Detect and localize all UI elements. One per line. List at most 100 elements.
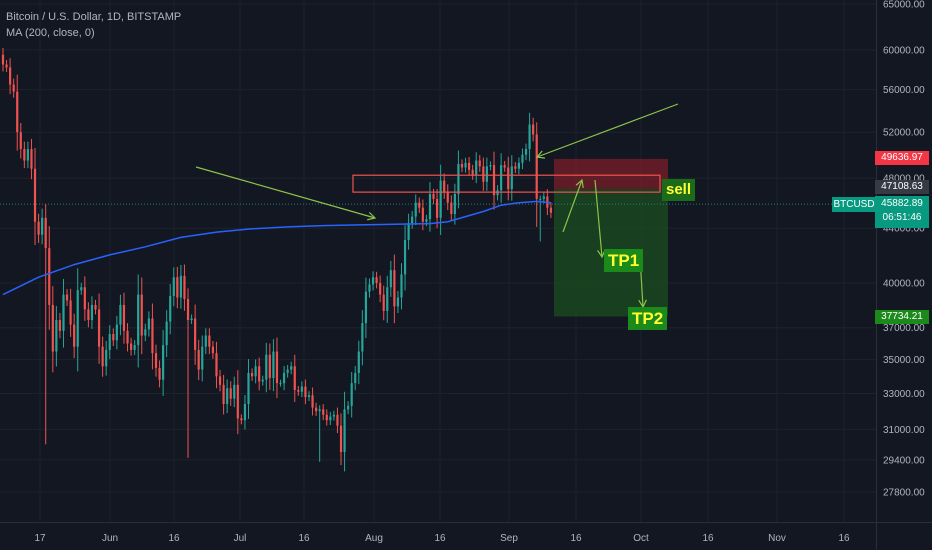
candle (186, 288, 190, 458)
candle-body (275, 351, 279, 384)
candle-body (318, 409, 321, 412)
candle-body (69, 300, 72, 325)
time-axis-label: Jul (234, 533, 247, 544)
candle (500, 153, 503, 203)
candle (151, 303, 154, 370)
candle-body (243, 404, 247, 421)
candle (315, 402, 318, 416)
ma-touch-arrow-head (367, 211, 377, 221)
candle-body (197, 349, 200, 370)
candle (300, 381, 303, 398)
candle-body (76, 290, 79, 347)
candle-body (322, 409, 325, 415)
time-axis-label: Aug (365, 533, 383, 544)
price-axis-label: 56000.00 (883, 85, 925, 96)
candle-body (293, 366, 296, 391)
candle (115, 315, 118, 350)
moving-average-line (2, 200, 551, 296)
candle-body (119, 304, 122, 325)
candle-body (503, 165, 506, 168)
candle-body (129, 343, 133, 350)
candle-body (350, 383, 353, 406)
candle (129, 337, 133, 356)
candle (30, 138, 33, 180)
candle (44, 204, 47, 445)
candle (293, 354, 296, 403)
candle (172, 267, 175, 307)
candle-body (467, 162, 471, 170)
candle-body (307, 395, 311, 397)
candle (55, 306, 58, 367)
candle-body (208, 335, 211, 347)
candle (318, 405, 321, 462)
candle-body (108, 333, 111, 350)
price-axis-label: 33000.00 (883, 389, 925, 400)
ticker-badge[interactable]: BTCUSD (832, 197, 876, 212)
candle (33, 147, 37, 246)
candle (243, 395, 247, 430)
candle (411, 210, 414, 229)
candle-body (215, 353, 218, 377)
candle (247, 359, 250, 419)
candle (137, 274, 140, 368)
candle-body (414, 202, 417, 217)
top-reversal-arrow-shaft (536, 103, 679, 158)
indicator-label[interactable]: MA (200, close, 0) (6, 27, 95, 39)
candle-body (172, 277, 175, 297)
candle (478, 155, 481, 172)
candle (97, 293, 101, 364)
candle-body (5, 64, 8, 68)
candle-body (339, 425, 343, 453)
candle-body (105, 349, 108, 367)
candle-body (411, 216, 414, 223)
candle (510, 155, 513, 201)
candle-body (41, 217, 44, 235)
candle (105, 340, 108, 376)
candle-body (101, 346, 104, 367)
candle (279, 379, 282, 387)
candle-body (435, 198, 439, 218)
candle (51, 286, 54, 373)
candle (169, 283, 172, 335)
candle-body (396, 297, 400, 307)
retest-arrow-head (575, 178, 584, 189)
time-axis-label: 16 (838, 533, 850, 544)
candle-body (375, 277, 378, 283)
candle (19, 123, 22, 159)
candle-body (361, 323, 364, 352)
candle (41, 208, 44, 245)
candle (65, 289, 69, 306)
symbol-title[interactable]: Bitcoin / U.S. Dollar, 1D, BITSTAMP (6, 11, 182, 23)
candle-body (65, 294, 69, 301)
candle-body (524, 149, 528, 155)
entry-price-tag: 47108.63 (875, 180, 929, 194)
candle (382, 285, 385, 321)
candle-body (12, 84, 15, 92)
candle (389, 260, 392, 297)
candle-body (151, 318, 154, 354)
candle-body (507, 167, 510, 190)
candle (475, 152, 478, 184)
candle (329, 411, 332, 425)
candle (371, 271, 375, 291)
candle-body (407, 222, 410, 241)
candle-body (44, 217, 47, 249)
candle-body (492, 165, 496, 196)
candle (322, 404, 325, 421)
candle (517, 157, 521, 175)
candle-body (482, 166, 485, 182)
candle (48, 226, 51, 330)
candle (258, 357, 261, 391)
candle (154, 344, 158, 377)
time-axis-label: 16 (298, 533, 310, 544)
candle (464, 157, 467, 173)
candle-body (162, 345, 165, 380)
candle (69, 288, 72, 337)
candle-body (83, 287, 86, 310)
candle (211, 341, 215, 359)
candle (222, 374, 225, 415)
candle (400, 263, 403, 310)
candle-body (55, 320, 58, 352)
candle (80, 282, 83, 295)
